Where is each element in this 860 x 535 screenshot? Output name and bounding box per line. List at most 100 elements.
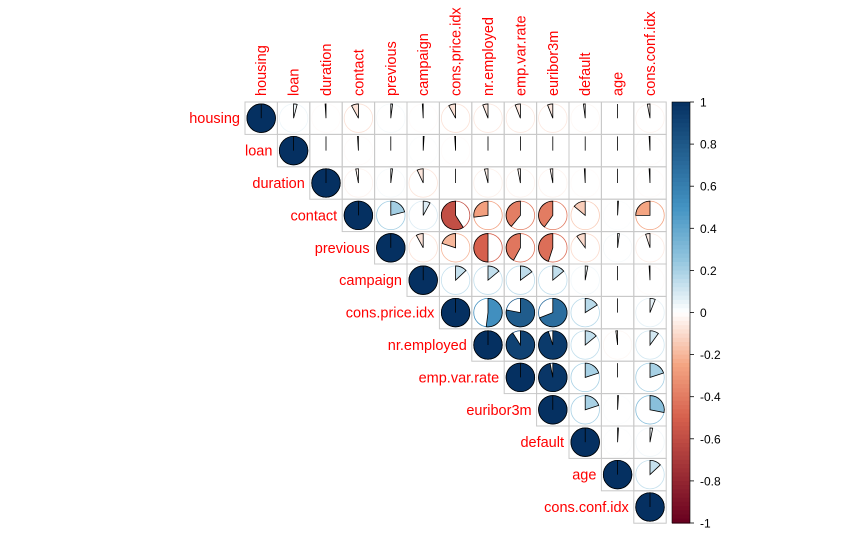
colorbar-tick-label: 0: [700, 306, 707, 320]
column-label-default: default: [578, 52, 594, 96]
pie-glyph-previous-emp.var.rate: [505, 233, 536, 263]
row-label-default: default: [520, 435, 564, 451]
pie-glyph-cons.price.idx-cons.conf.idx: [635, 297, 665, 328]
colorbar-segment: [672, 249, 690, 255]
pie-wedge: [473, 233, 489, 263]
colorbar-segment: [672, 341, 690, 347]
colorbar-tick-label: 0.6: [700, 180, 717, 194]
colorbar-segment: [672, 405, 690, 410]
pie-wedge: [635, 200, 651, 216]
pie-glyph-loan-euribor3m: [538, 135, 568, 166]
colorbar-segment: [672, 472, 690, 478]
pie-glyph-duration-cons.conf.idx: [635, 168, 665, 198]
colorbar-segment: [672, 236, 690, 242]
colorbar-segment: [672, 417, 690, 423]
colorbar-tick-label: 0.2: [700, 264, 717, 278]
pie-wedge: [415, 233, 424, 248]
colorbar-segment: [672, 194, 690, 200]
pie-glyph-contact-campaign: [408, 200, 438, 231]
pie-wedge: [615, 330, 618, 346]
pie-glyph-loan-age: [602, 135, 633, 166]
colorbar-segment: [672, 270, 690, 276]
pie-glyph-contact-nr.employed: [473, 200, 503, 231]
pie-wedge: [350, 103, 359, 119]
colorbar-segment: [672, 177, 690, 183]
column-label-previous: previous: [384, 41, 400, 96]
colorbar-segment: [672, 198, 690, 204]
pie-wedge: [584, 297, 598, 314]
grid-layer: [244, 101, 667, 524]
pie-wedge: [573, 200, 586, 217]
colorbar-segment: [672, 468, 690, 474]
row-label-nr.employed: nr.employed: [388, 338, 467, 354]
colorbar-segment: [672, 455, 690, 461]
pie-glyph-housing-euribor3m: [538, 103, 568, 133]
pie-glyph-nr.employed-default: [570, 330, 600, 360]
pie-glyph-duration-cons.price.idx: [440, 168, 471, 198]
pie-wedge: [649, 330, 659, 347]
pie-glyph-nr.employed-nr.employed: [473, 330, 503, 360]
colorbar-segment: [672, 304, 690, 309]
colorbar-segment: [672, 438, 690, 444]
pie-wedge: [485, 297, 503, 328]
pie-wedge: [552, 265, 565, 282]
row-label-euribor3m: euribor3m: [466, 403, 531, 419]
colorbar-segment: [672, 299, 690, 305]
colorbar-segment: [672, 257, 690, 263]
pie-glyph-nr.employed-euribor3m: [538, 330, 568, 360]
colorbar-segment: [672, 110, 690, 116]
column-label-contact: contact: [351, 49, 367, 96]
pie-outline: [602, 362, 633, 393]
colorbar-segment: [672, 131, 690, 137]
colorbar-segment: [672, 240, 690, 246]
colorbar-tick-label: -1: [700, 517, 711, 531]
colorbar-segment: [672, 497, 690, 503]
colorbar-segment: [672, 207, 690, 213]
colorbar-segment: [672, 316, 690, 322]
pie-wedge: [505, 330, 536, 360]
pie-glyph-loan-cons.conf.idx: [635, 135, 665, 166]
pie-wedge: [649, 297, 656, 313]
pie-glyph-campaign-default: [570, 265, 600, 295]
pie-glyph-campaign-cons.conf.idx: [635, 265, 665, 295]
pie-glyph-contact-cons.conf.idx: [635, 200, 665, 231]
pie-glyph-previous-age: [602, 233, 633, 263]
column-label-duration: duration: [319, 44, 335, 96]
pie-glyph-default-cons.conf.idx: [635, 427, 665, 457]
pie-glyph-emp.var.rate-cons.conf.idx: [635, 362, 665, 393]
pie-glyph-previous-cons.price.idx: [440, 233, 471, 263]
colorbar-segment: [672, 337, 690, 343]
column-label-loan: loan: [287, 69, 303, 96]
pie-wedge: [538, 330, 568, 360]
colorbar-segment: [672, 219, 690, 225]
pie-glyph-previous-euribor3m: [538, 233, 568, 263]
colorbar-segment: [672, 228, 690, 234]
pie-wedge: [617, 427, 619, 443]
colorbar-segment: [672, 485, 690, 490]
pie-glyph-campaign-emp.var.rate: [505, 265, 536, 295]
pie-glyph-emp.var.rate-euribor3m: [538, 362, 568, 393]
colorbar-segment: [672, 358, 690, 364]
pie-wedge: [584, 395, 600, 411]
pie-wedge: [584, 265, 589, 281]
pie-glyph-default-age: [602, 427, 633, 457]
pie-wedge: [583, 168, 586, 184]
pie-glyph-contact-cons.price.idx: [440, 200, 471, 231]
colorbar-segment: [672, 232, 690, 238]
pie-glyph-contact-emp.var.rate: [505, 200, 536, 231]
pie-glyph-duration-age: [602, 168, 633, 198]
colorbar-segment: [672, 224, 690, 229]
row-labels: housing loan duration contact previous campai…: [189, 111, 629, 516]
pie-glyph-loan-campaign: [408, 135, 438, 166]
colorbar-segment: [672, 506, 690, 511]
column-label-housing: housing: [254, 45, 270, 96]
pie-glyph-campaign-campaign: [408, 265, 438, 295]
pie-glyph-housing-nr.employed: [473, 103, 503, 133]
colorbar-segment: [672, 181, 690, 187]
pie-glyph-previous-campaign: [408, 233, 438, 263]
row-label-cons.price.idx: cons.price.idx: [346, 306, 435, 322]
pie-wedge: [584, 330, 597, 346]
pie-glyph-previous-previous: [376, 233, 406, 263]
pie-glyph-housing-previous: [376, 103, 406, 133]
